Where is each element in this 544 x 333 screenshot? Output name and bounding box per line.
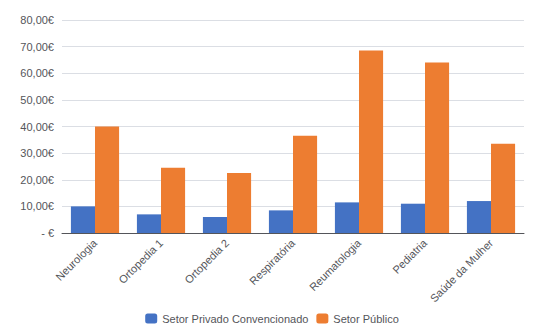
svg-text:80,00€: 80,00€ xyxy=(20,14,54,26)
svg-text:70,00€: 70,00€ xyxy=(20,41,54,53)
svg-text:30,00€: 30,00€ xyxy=(20,147,54,159)
svg-text:50,00€: 50,00€ xyxy=(20,94,54,106)
svg-text:Reumatologia: Reumatologia xyxy=(307,236,364,293)
svg-text:10,00€: 10,00€ xyxy=(20,200,54,212)
svg-text:Saúde da Mulher: Saúde da Mulher xyxy=(428,237,496,305)
svg-text:Pediatria: Pediatria xyxy=(390,236,430,276)
svg-text:Ortopedia 1: Ortopedia 1 xyxy=(116,237,165,286)
svg-text:Neurologia: Neurologia xyxy=(53,236,100,283)
svg-text:Setor Privado Convencionado: Setor Privado Convencionado xyxy=(162,313,308,325)
svg-text:Ortopedia 2: Ortopedia 2 xyxy=(182,237,231,286)
svg-text:40,00€: 40,00€ xyxy=(20,121,54,133)
svg-text:Setor Público: Setor Público xyxy=(333,313,398,325)
svg-text:Respiratória: Respiratória xyxy=(247,236,298,287)
svg-text:- €: - € xyxy=(41,227,54,239)
svg-text:20,00€: 20,00€ xyxy=(20,174,54,186)
svg-text:60,00€: 60,00€ xyxy=(20,67,54,79)
